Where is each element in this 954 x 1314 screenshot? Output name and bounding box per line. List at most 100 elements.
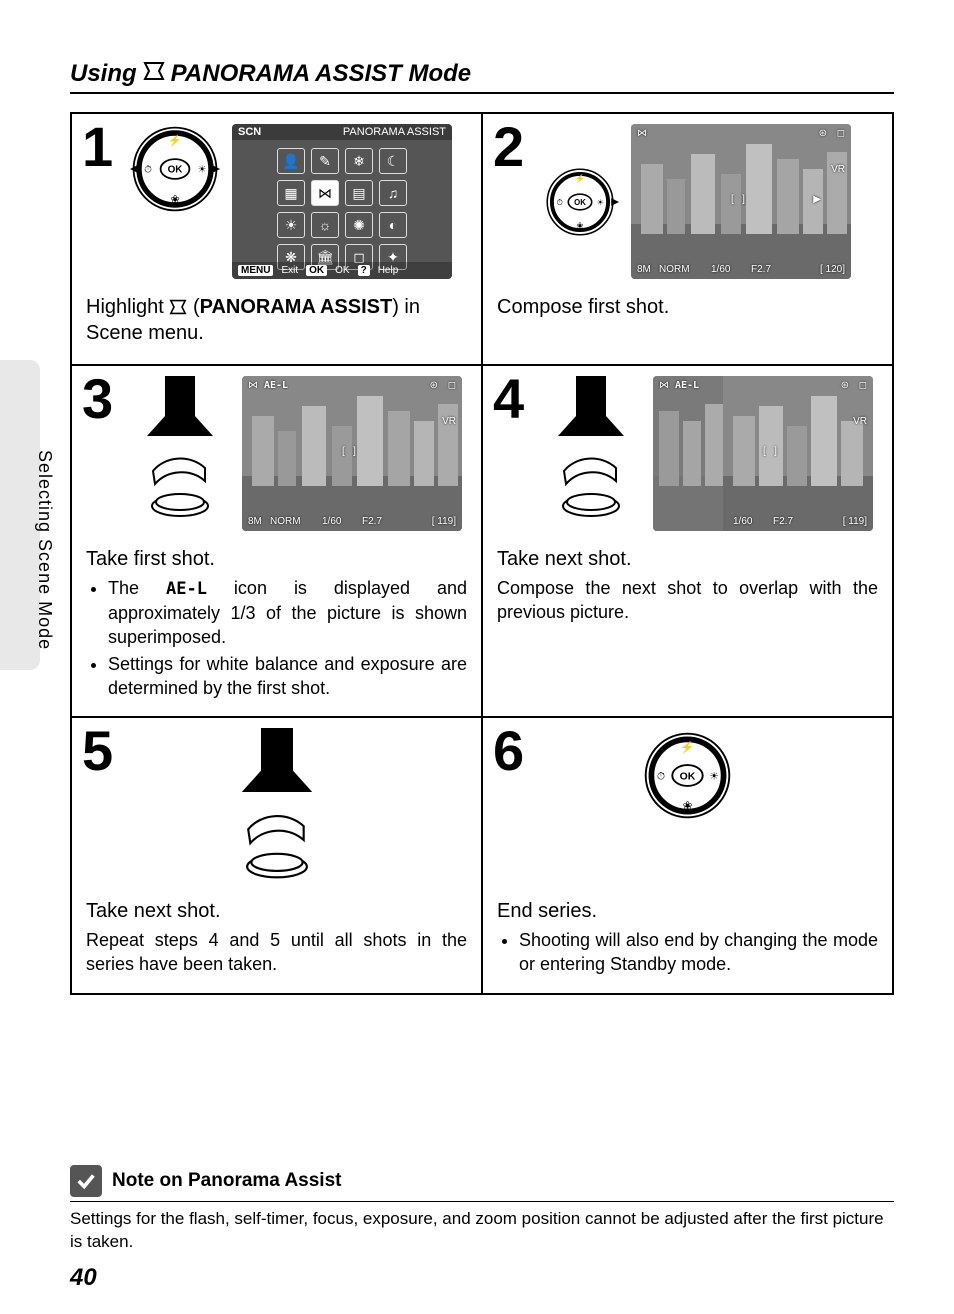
step-number: 1 xyxy=(82,122,113,172)
svg-text:⚡: ⚡ xyxy=(575,173,586,184)
vr-overlay: VR xyxy=(831,164,845,175)
scene-icon: 👤 xyxy=(277,148,305,174)
scene-icon: ▦ xyxy=(277,180,305,206)
step-caption: Take first shot. xyxy=(86,546,467,572)
overlay-icon: ◻ xyxy=(837,128,845,139)
scene-icon-selected: ⋈ xyxy=(311,180,339,206)
pano-icon-overlay: ⋈ xyxy=(637,128,647,139)
dpad-illustration: OK ⚡ ❀ ⏱ ☀ xyxy=(541,163,619,246)
shutter-overlay: 1/60 xyxy=(322,516,341,527)
ok-chip: OK xyxy=(306,265,327,276)
shutter-press-illustration xyxy=(541,376,641,536)
shutter-overlay: 1/60 xyxy=(711,264,730,275)
step-number: 3 xyxy=(82,374,113,424)
title-pre: Using xyxy=(70,60,137,88)
note-title: Note on Panorama Assist xyxy=(112,1170,341,1192)
note-text: Settings for the flash, self-timer, focu… xyxy=(70,1208,894,1254)
scene-icon: ❄ xyxy=(345,148,373,174)
step-sub: Repeat steps 4 and 5 until all shots in … xyxy=(86,928,467,977)
scene-icon: ☼ xyxy=(311,212,339,238)
bm-overlay: 8M xyxy=(248,516,262,527)
lcd-menu-screen: SCN PANORAMA ASSIST 👤 ✎ ❄ ☾ ▦ ⋈ ▤ ♫ ☀ ☼ xyxy=(232,124,452,279)
bullet-item: Shooting will also end by changing the m… xyxy=(519,928,878,977)
cap-bold: PANORAMA ASSIST xyxy=(200,296,393,318)
vr-overlay: VR xyxy=(853,416,867,427)
arrow-icon: ▶ xyxy=(813,194,821,205)
check-icon xyxy=(70,1165,102,1197)
overlay-icon: ⊛ xyxy=(841,380,849,391)
step-2: 2 OK ⚡ ❀ ⏱ ☀ xyxy=(482,113,893,365)
svg-text:☀: ☀ xyxy=(597,198,604,207)
bullet-item: The AE-L icon is displayed and approxima… xyxy=(108,576,467,650)
count-overlay: [ 119] xyxy=(432,516,456,527)
norm-overlay: NORM xyxy=(270,516,301,527)
page: Using PANORAMA ASSIST Mode 1 OK ⚡ ❀ ⏱ xyxy=(0,0,954,1314)
overlay-icon: ⊛ xyxy=(430,380,438,391)
step-number: 6 xyxy=(493,726,524,776)
step-sub: Compose the next shot to overlap with th… xyxy=(497,576,878,625)
page-title: Using PANORAMA ASSIST Mode xyxy=(70,60,894,94)
step-5: 5 Take next shot. Repeat steps 4 and 5 u… xyxy=(71,717,482,994)
scene-icon: ◐ xyxy=(379,212,407,238)
steps-grid: 1 OK ⚡ ❀ ⏱ ☀ xyxy=(70,112,894,995)
dpad-illustration: OK ⚡ ❀ ⏱ ☀ xyxy=(130,124,220,284)
shutter-press-illustration xyxy=(130,376,230,536)
step-number: 5 xyxy=(82,726,113,776)
svg-text:❀: ❀ xyxy=(683,801,693,813)
scene-icon-grid: 👤 ✎ ❄ ☾ ▦ ⋈ ▤ ♫ ☀ ☼ ✺ ◐ ❋ 🏛 ◻ xyxy=(232,140,452,272)
footer-exit: Exit xyxy=(281,265,298,276)
help-chip: ? xyxy=(358,265,370,276)
title-post: PANORAMA ASSIST Mode xyxy=(171,60,471,88)
svg-text:OK: OK xyxy=(168,165,184,176)
lcd-header-left: SCN xyxy=(238,126,261,138)
step-bullets: The AE-L icon is displayed and approxima… xyxy=(86,576,467,700)
step-3: 3 xyxy=(71,365,482,717)
lcd-preview-screen: ⋈ ⊛ ◻ VR [ ] ▶ 8M NORM 1/60 F2.7 [ 120] xyxy=(631,124,851,279)
step-bullets: Shooting will also end by changing the m… xyxy=(497,928,878,977)
pano-icon-overlay: ⋈ xyxy=(659,380,669,391)
overlay-icon: ◻ xyxy=(859,380,867,391)
scene-icon: ☀ xyxy=(277,212,305,238)
aperture-overlay: F2.7 xyxy=(751,264,771,275)
svg-text:OK: OK xyxy=(574,198,586,207)
svg-text:⏱: ⏱ xyxy=(657,771,665,782)
scene-icon: ✎ xyxy=(311,148,339,174)
panorama-icon xyxy=(143,60,165,88)
bullet-item: Settings for white balance and exposure … xyxy=(108,652,467,701)
cap-pre: Highlight xyxy=(86,296,169,318)
note-block: Note on Panorama Assist Settings for the… xyxy=(70,1165,894,1254)
scene-icon: ♫ xyxy=(379,180,407,206)
svg-text:❀: ❀ xyxy=(170,194,179,206)
step-6: 6 OK ⚡ ❀ ⏱ ☀ End series. S xyxy=(482,717,893,994)
scene-icon: ✺ xyxy=(345,212,373,238)
aperture-overlay: F2.7 xyxy=(362,516,382,527)
dpad-illustration: OK ⚡ ❀ ⏱ ☀ xyxy=(640,728,735,888)
svg-text:⏱: ⏱ xyxy=(557,198,563,207)
focus-brackets: [ ] xyxy=(342,446,356,457)
svg-text:☀: ☀ xyxy=(709,771,718,782)
lcd-preview-screen: ⋈ AE-L ⊛ ◻ VR [ ] 8M NORM 1/60 F2.7 [ 11… xyxy=(242,376,462,531)
lcd-preview-screen: ⋈ AE-L ⊛ ◻ VR [ ] 1/60 F2.7 [ 119] xyxy=(653,376,873,531)
pano-icon-overlay: ⋈ xyxy=(248,380,258,391)
svg-text:⏱: ⏱ xyxy=(144,165,152,176)
ael-inline: AE-L xyxy=(166,579,207,599)
svg-text:☀: ☀ xyxy=(198,165,207,176)
step-caption: End series. xyxy=(497,898,878,924)
step-number: 2 xyxy=(493,122,524,172)
lcd-header-right: PANORAMA ASSIST xyxy=(343,126,446,138)
shutter-overlay: 1/60 xyxy=(733,516,752,527)
svg-text:⚡: ⚡ xyxy=(680,740,694,754)
svg-text:❀: ❀ xyxy=(576,220,584,230)
scene-icon: ☾ xyxy=(379,148,407,174)
step-1: 1 OK ⚡ ❀ ⏱ ☀ xyxy=(71,113,482,365)
step-caption: Take next shot. xyxy=(497,546,878,572)
footer-ok: OK xyxy=(335,265,349,276)
focus-brackets: [ ] xyxy=(763,446,777,457)
step-caption: Compose first shot. xyxy=(497,294,878,320)
scene-icon: ▤ xyxy=(345,180,373,206)
svg-text:OK: OK xyxy=(680,771,696,782)
ael-overlay: AE-L xyxy=(264,380,288,391)
count-overlay: [ 119] xyxy=(843,516,867,527)
focus-brackets: [ ] xyxy=(731,194,745,205)
b-pre: The xyxy=(108,578,166,598)
